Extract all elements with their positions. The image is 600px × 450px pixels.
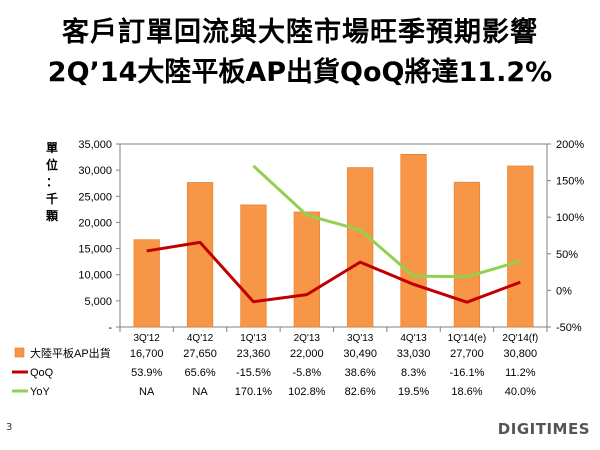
y-tick-label: 35,000 — [78, 139, 112, 151]
table-cell: 27,700 — [450, 348, 484, 360]
y-axis-label-char: 單 — [46, 141, 58, 155]
y-tick-label: 10,000 — [78, 270, 112, 282]
bar — [293, 211, 320, 328]
chart-title-line1: 客戶訂單回流與大陸市場旺季預期影響 — [62, 17, 538, 48]
table-cell: 40.0% — [505, 386, 536, 398]
table-cell: 22,000 — [290, 348, 324, 360]
legend-series-name: 大陸平板AP出貨 — [30, 346, 111, 360]
y2-tick-label: 50% — [556, 249, 578, 261]
x-tick-label: 4Q'12 — [187, 333, 214, 344]
table-cell: 33,030 — [397, 348, 431, 360]
y-axis-label-char: 位 — [46, 157, 58, 172]
y-axis-label-char: 千 — [46, 191, 58, 206]
x-tick-label: 2Q'13 — [294, 333, 321, 344]
bar — [507, 165, 534, 328]
table-cell: 18.6% — [451, 386, 482, 398]
x-tick-label: 3Q'13 — [347, 333, 374, 344]
bar — [186, 182, 214, 328]
y2-tick-label: 0% — [556, 285, 572, 297]
x-tick-label: 3Q'12 — [134, 333, 161, 344]
y2-tick-label: 150% — [556, 176, 584, 188]
bar — [400, 154, 427, 328]
y-tick-label: 20,000 — [78, 217, 112, 229]
table-cell: -16.1% — [450, 367, 485, 379]
table-cell: 65.6% — [184, 367, 215, 379]
y-tick-label: 25,000 — [78, 191, 112, 203]
table-cell: 19.5% — [398, 386, 429, 398]
chart-title-line2: 2Q’14大陸平板AP出貨QoQ將達11.2% — [47, 57, 553, 88]
legend-series-name: YoY — [30, 386, 50, 398]
plot-frame — [119, 143, 548, 328]
table-cell: NA — [192, 386, 208, 398]
table-cell: 30,800 — [503, 348, 537, 360]
digitimes-logo: DIGITIMES — [497, 420, 590, 438]
y-tick-label: 15,000 — [78, 244, 112, 256]
y-axis-label-char: ： — [46, 175, 58, 189]
table-cell: 11.2% — [505, 367, 536, 379]
y2-tick-label: 100% — [556, 212, 584, 224]
y2-tick-label: 200% — [556, 139, 584, 151]
qoq-line — [146, 240, 521, 304]
yoy-line — [252, 164, 521, 279]
legend-series-name: QoQ — [30, 367, 54, 379]
table-cell: 38.6% — [345, 367, 376, 379]
page-number: 3 — [6, 422, 13, 433]
x-tick-label: 4Q'13 — [400, 333, 427, 344]
x-tick-label: 2Q'14(f) — [502, 333, 538, 344]
y2-tick-label: -50% — [556, 322, 582, 334]
table-cell: 170.1% — [235, 386, 273, 398]
y-tick-label: 30,000 — [78, 165, 112, 177]
table-cell: -5.8% — [292, 367, 321, 379]
table-cell: 102.8% — [288, 386, 326, 398]
x-tick-label: 1Q'14(e) — [448, 333, 487, 344]
bar — [240, 204, 267, 328]
x-tick-label: 1Q'13 — [240, 333, 267, 344]
combo-chart: - 5,000 10,000 15,000 20,000 25,000 30,000 35,0… — [12, 139, 584, 398]
legend-swatch-bar — [14, 347, 25, 358]
table-cell: 23,360 — [237, 348, 271, 360]
table-cell: 30,490 — [343, 348, 377, 360]
table-cell: NA — [139, 386, 155, 398]
table-cell: 27,650 — [183, 348, 217, 360]
table-cell: -15.5% — [236, 367, 271, 379]
y-tick-label: - — [108, 322, 112, 334]
table-cell: 53.9% — [131, 367, 162, 379]
bar — [133, 239, 160, 328]
table-cell: 82.6% — [345, 386, 376, 398]
y-tick-label: 5,000 — [84, 296, 112, 308]
y-axis-label-char: 顆 — [46, 209, 59, 223]
table-cell: 16,700 — [130, 348, 164, 360]
table-cell: 8.3% — [401, 367, 426, 379]
bar — [453, 181, 481, 328]
bar — [347, 167, 374, 328]
